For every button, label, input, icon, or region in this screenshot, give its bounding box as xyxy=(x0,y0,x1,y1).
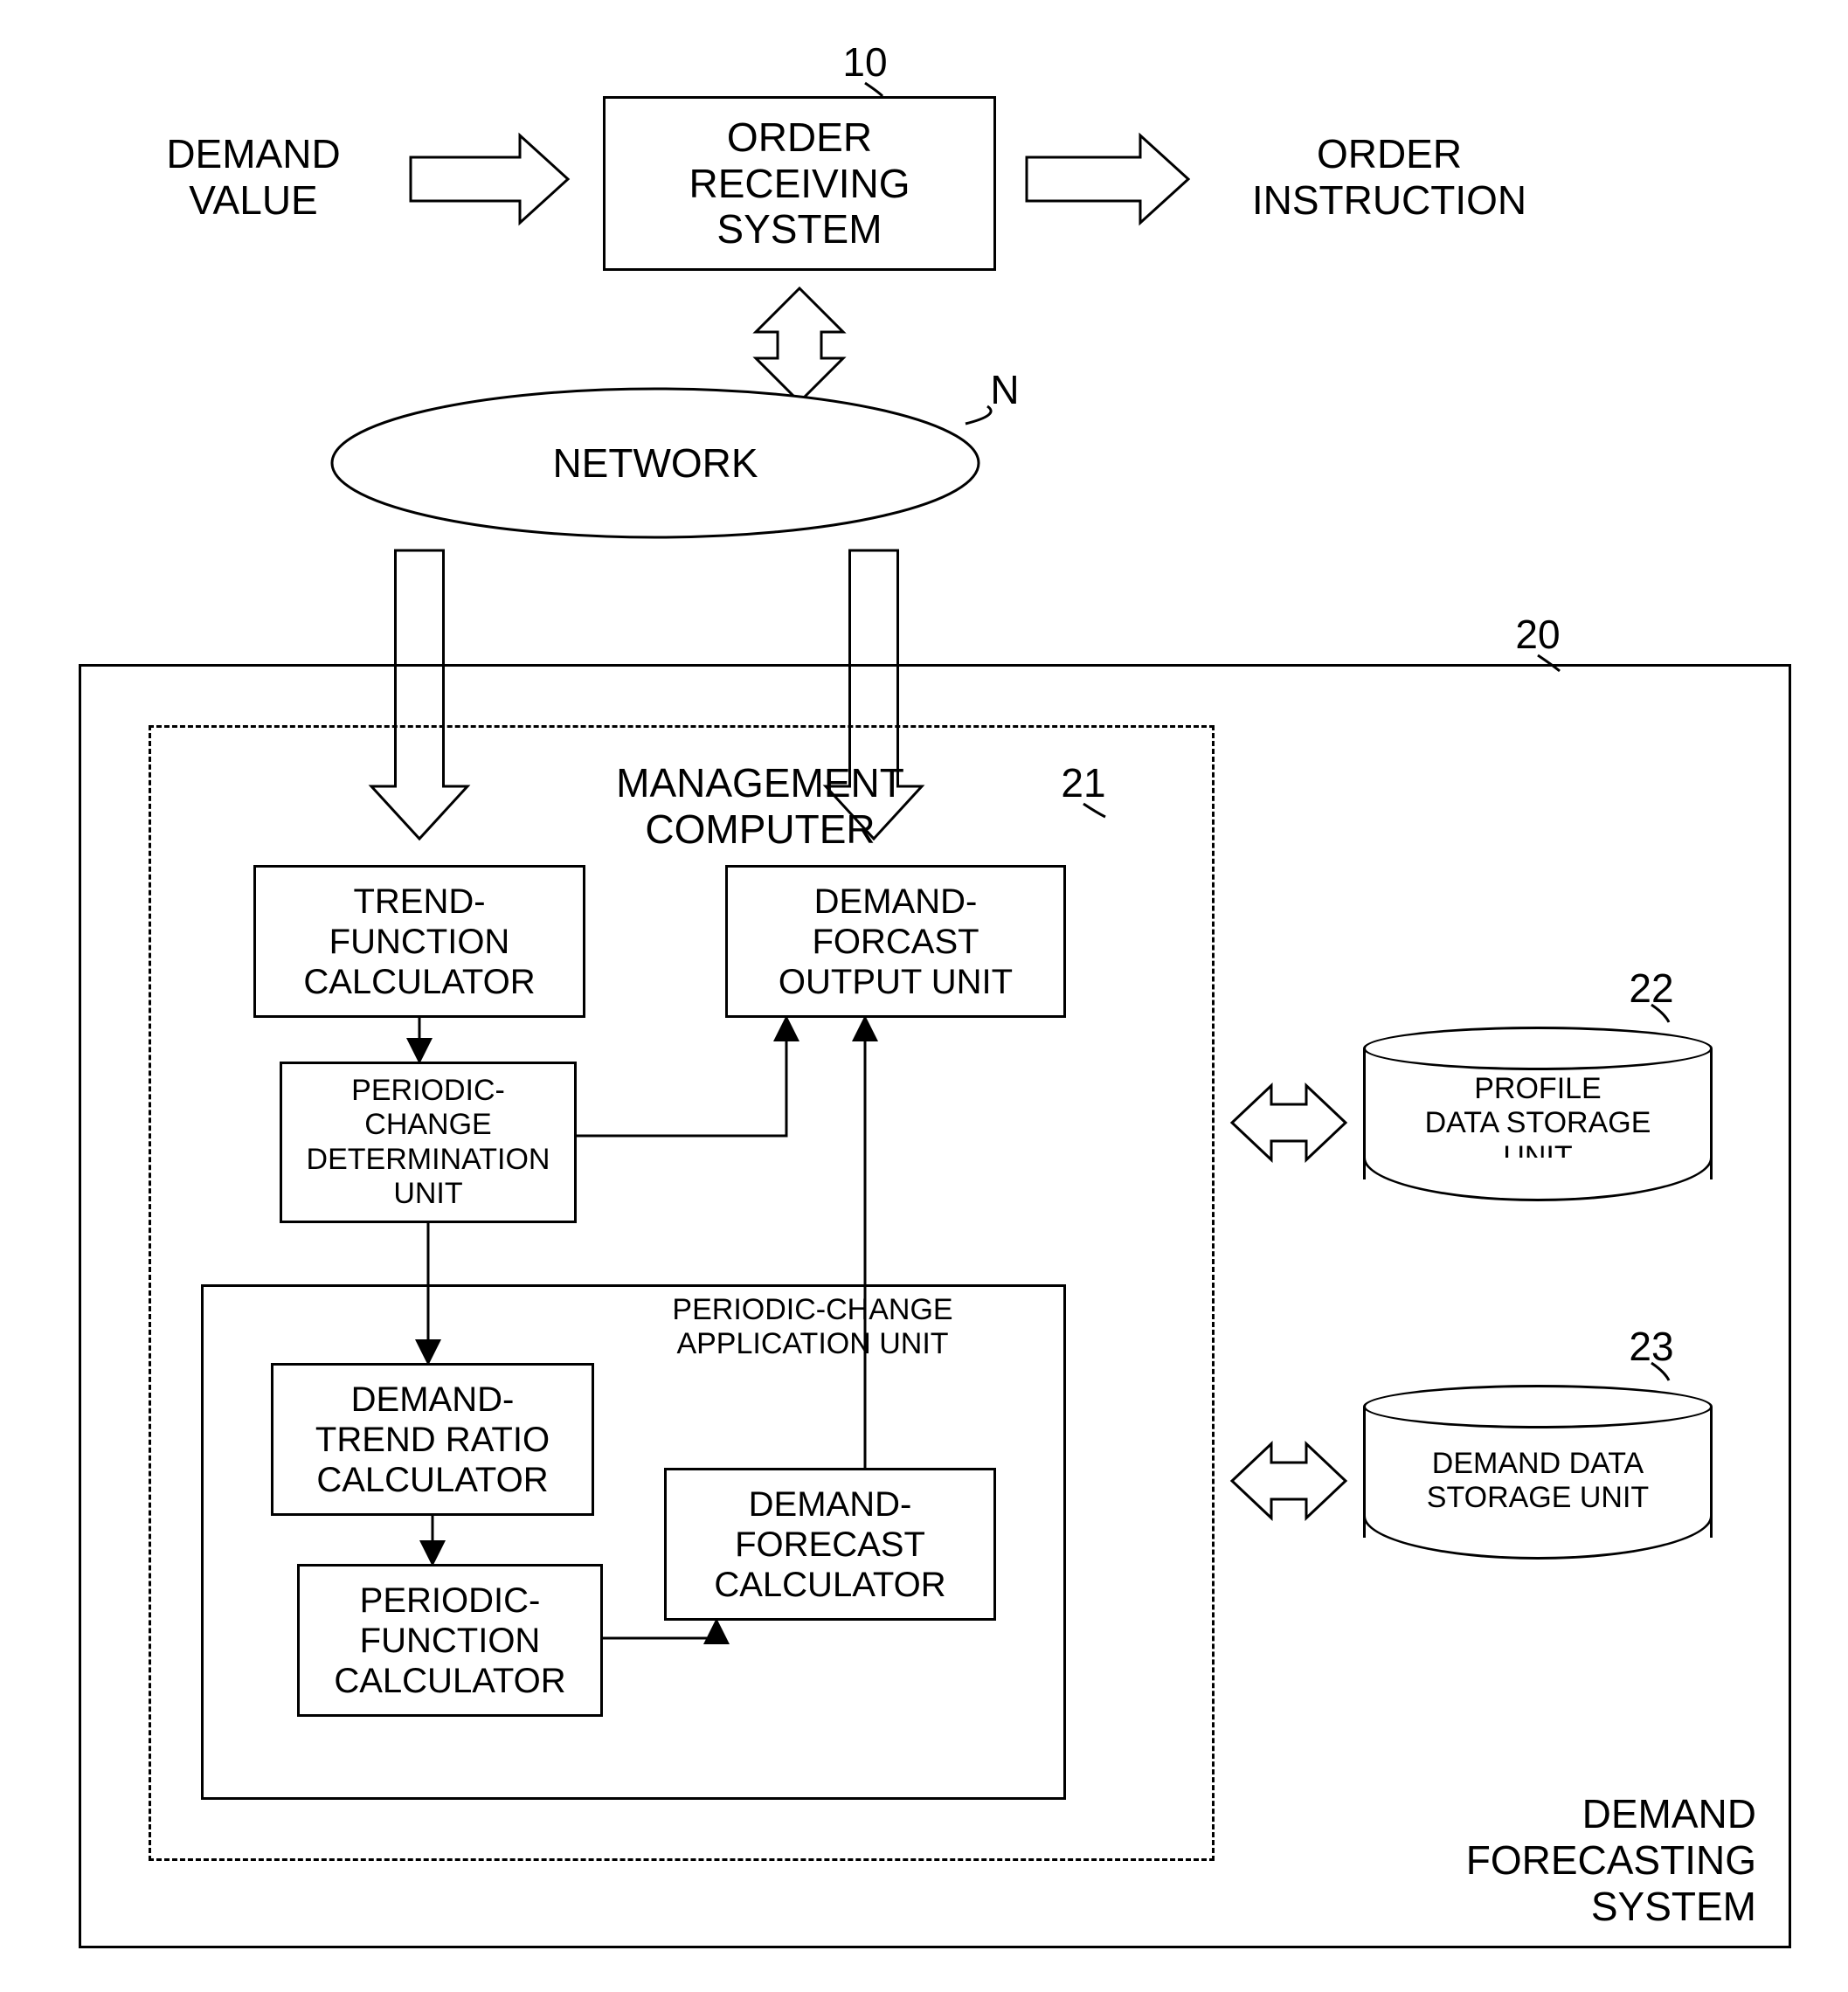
order-receiving-box: ORDERRECEIVINGSYSTEM xyxy=(603,96,996,271)
system-title: DEMANDFORECASTINGSYSTEM xyxy=(1319,1791,1756,1930)
app-unit-title: PERIODIC-CHANGEAPPLICATION UNIT xyxy=(577,1293,1049,1361)
ref-20: 20 xyxy=(1485,612,1590,658)
arrow-demand-to-order xyxy=(411,135,568,223)
demand-forecast-calc-box: DEMAND-FORECASTCALCULATOR xyxy=(664,1468,996,1621)
periodic-func-box: PERIODIC-FUNCTIONCALCULATOR xyxy=(297,1564,603,1717)
ref-10: 10 xyxy=(813,39,917,86)
demand-storage-cyl-top xyxy=(1363,1385,1713,1428)
arrow-order-to-instruction xyxy=(1027,135,1188,223)
profile-storage-cyl-top xyxy=(1363,1027,1713,1070)
ref-21: 21 xyxy=(1031,760,1136,806)
demand-forecast-output-box: DEMAND-FORCASTOUTPUT UNIT xyxy=(725,865,1066,1018)
order-instruction-label: ORDERINSTRUCTION xyxy=(1197,131,1582,224)
mgmt-title: MANAGEMENTCOMPUTER xyxy=(516,760,1005,853)
periodic-change-det-box: PERIODIC-CHANGEDETERMINATIONUNIT xyxy=(280,1062,577,1223)
demand-value-label: DEMANDVALUE xyxy=(114,131,393,224)
arrow-order-network xyxy=(756,288,843,402)
ref-23: 23 xyxy=(1599,1324,1704,1370)
demand-trend-ratio-box: DEMAND-TREND RATIOCALCULATOR xyxy=(271,1363,594,1516)
network-label: NETWORK xyxy=(481,440,830,487)
trend-func-box: TREND-FUNCTIONCALCULATOR xyxy=(253,865,585,1018)
ref-22: 22 xyxy=(1599,965,1704,1012)
ref-N: N xyxy=(970,367,1040,413)
